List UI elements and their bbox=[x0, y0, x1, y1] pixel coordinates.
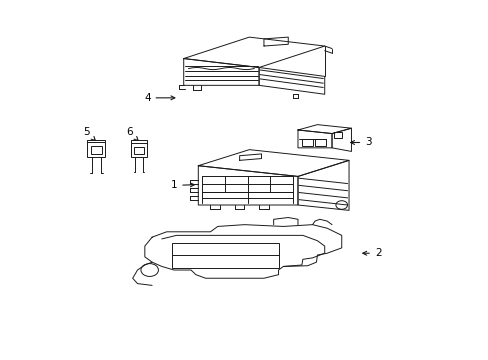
Bar bbox=[134, 147, 143, 154]
Bar bbox=[314, 139, 325, 147]
Bar bbox=[301, 139, 312, 147]
Text: 4: 4 bbox=[143, 93, 175, 103]
Bar bbox=[334, 132, 341, 138]
Bar bbox=[171, 243, 278, 267]
Text: 2: 2 bbox=[362, 248, 381, 258]
Bar bbox=[131, 143, 146, 157]
Text: 1: 1 bbox=[170, 180, 194, 190]
Bar bbox=[87, 143, 105, 157]
Text: 3: 3 bbox=[350, 138, 371, 148]
Bar bbox=[91, 146, 102, 154]
Text: 6: 6 bbox=[126, 127, 138, 140]
Text: 5: 5 bbox=[83, 127, 95, 140]
